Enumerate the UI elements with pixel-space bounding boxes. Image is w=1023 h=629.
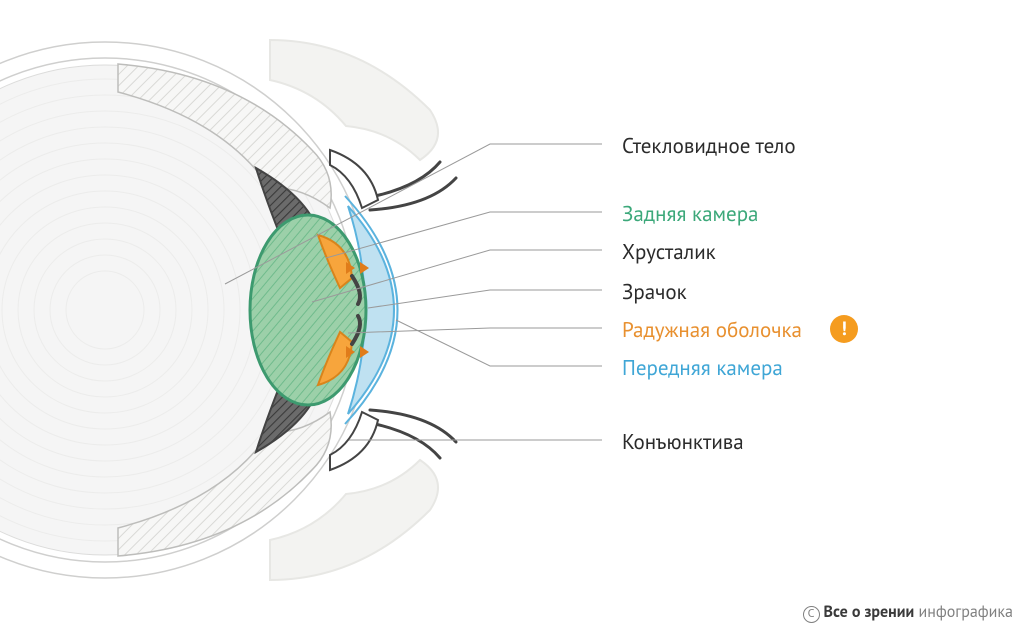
label-posterior: Задняя камера: [622, 202, 758, 225]
footer-brand: Все о зрении: [824, 602, 915, 622]
label-anterior: Передняя камера: [622, 356, 783, 379]
label-conjunctiva: Конъюнктива: [622, 430, 744, 453]
diagram-stage: Стекловидное тело Задняя камера Хрусталик З…: [0, 0, 1023, 629]
label-lens: Хрусталик: [622, 240, 716, 263]
label-vitreous: Стекловидное тело: [622, 134, 796, 157]
label-pupil: Зрачок: [622, 280, 687, 303]
eye-diagram-svg: [0, 0, 1023, 629]
copyright-icon: C: [803, 606, 820, 623]
footer-tag: инфографика: [918, 602, 1013, 622]
footer-credit: CВсе о зрении инфографика: [803, 602, 1013, 623]
badge-iris: !: [830, 315, 858, 343]
label-iris: Радужная оболочка: [622, 318, 802, 341]
